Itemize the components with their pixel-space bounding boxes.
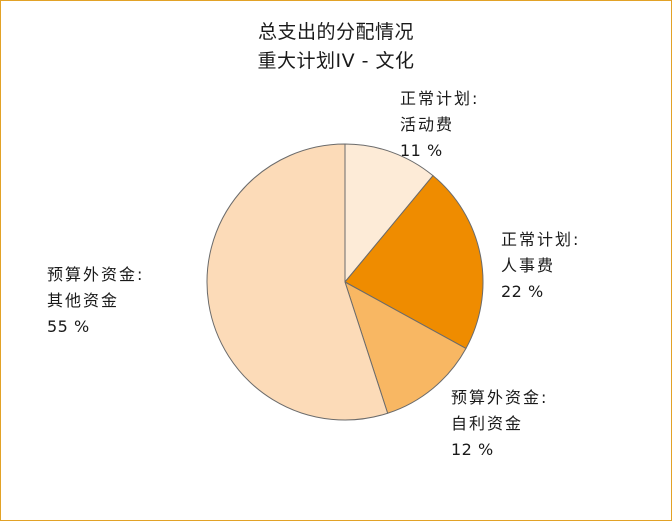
slice-label-line1: 预算外资金: — [47, 265, 145, 284]
slice-label-line1: 正常计划: — [400, 89, 480, 108]
slice-label-percent: 12 % — [451, 440, 494, 459]
chart-subtitle: 重大计划IV - 文化 — [257, 50, 415, 72]
slice-label-percent: 11 % — [400, 141, 443, 160]
slice-label-percent: 55 % — [47, 317, 90, 336]
slice-label-other-funds: 预算外资金: 其他资金 55 % — [47, 262, 144, 340]
slice-label-activity-costs: 正常计划: 活动费 11 % — [400, 86, 479, 164]
slice-label-line2: 其他资金 — [47, 291, 120, 310]
slice-label-self-benefiting-funds: 预算外资金: 自利资金 12 % — [451, 385, 548, 463]
pie-slice-other-funds — [206, 143, 389, 421]
slice-label-staff-costs: 正常计划: 人事费 22 % — [501, 227, 580, 305]
pie-slice-self-benefiting-funds — [344, 281, 467, 414]
slice-label-percent: 22 % — [501, 282, 544, 301]
slice-label-line2: 自利资金 — [451, 414, 524, 433]
pie-slice-staff-costs — [344, 175, 484, 349]
slice-label-line2: 活动费 — [400, 115, 455, 134]
pie-slice-activity-costs — [344, 143, 434, 283]
slice-label-line2: 人事费 — [501, 256, 556, 275]
chart-title: 总支出的分配情况 — [257, 21, 414, 43]
slice-label-line1: 预算外资金: — [451, 388, 549, 407]
slice-label-line1: 正常计划: — [501, 230, 581, 249]
